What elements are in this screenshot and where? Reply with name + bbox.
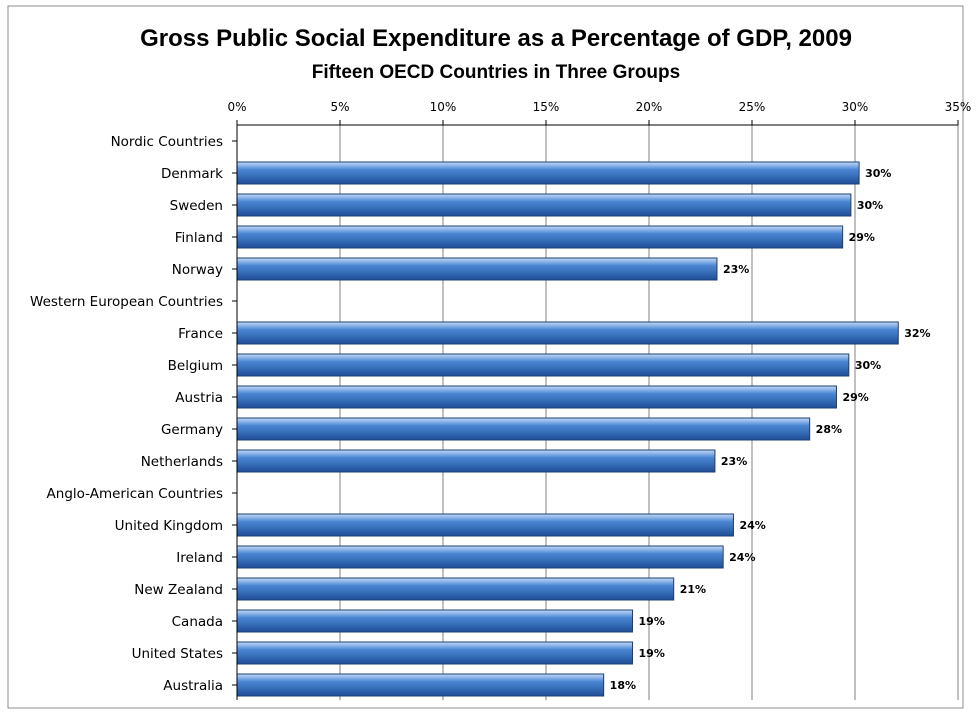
category-label: Nordic Countries bbox=[111, 134, 223, 150]
category-label: Western European Countries bbox=[30, 294, 223, 310]
x-tick-label: 15% bbox=[533, 100, 560, 114]
bar bbox=[236, 577, 675, 601]
category-label: Norway bbox=[172, 262, 223, 278]
data-label: 30% bbox=[855, 359, 881, 372]
data-label: 30% bbox=[865, 167, 891, 180]
category-label: Sweden bbox=[170, 198, 223, 214]
data-label: 24% bbox=[729, 551, 755, 564]
x-tick-label: 30% bbox=[842, 100, 869, 114]
bar bbox=[236, 449, 716, 473]
category-label: Canada bbox=[172, 614, 223, 630]
category-label: Belgium bbox=[168, 358, 223, 374]
x-tick-label: 5% bbox=[330, 100, 349, 114]
category-label: Germany bbox=[161, 422, 223, 438]
data-label: 30% bbox=[857, 199, 883, 212]
category-label: United Kingdom bbox=[115, 518, 223, 534]
data-label: 29% bbox=[842, 391, 868, 404]
category-labels: Nordic Countries Denmark Sweden Finland Norw… bbox=[30, 134, 223, 694]
category-label: New Zealand bbox=[134, 582, 223, 598]
data-label: 32% bbox=[904, 327, 930, 340]
bar bbox=[236, 321, 899, 345]
chart-border bbox=[7, 5, 964, 709]
category-label: Anglo-American Countries bbox=[47, 486, 223, 502]
x-tick-label: 10% bbox=[430, 100, 457, 114]
category-label: Ireland bbox=[176, 550, 223, 566]
category-label: France bbox=[178, 326, 223, 342]
data-label: 21% bbox=[680, 583, 706, 596]
chart-title: Gross Public Social Expenditure as a Per… bbox=[140, 25, 852, 52]
category-label: Finland bbox=[175, 230, 223, 246]
data-label: 19% bbox=[639, 647, 665, 660]
data-label: 29% bbox=[849, 231, 875, 244]
chart-subtitle: Fifteen OECD Countries in Three Groups bbox=[312, 62, 680, 83]
data-label: 19% bbox=[639, 615, 665, 628]
bar bbox=[236, 193, 852, 217]
x-tick-label: 25% bbox=[739, 100, 766, 114]
bar bbox=[236, 353, 850, 377]
bar bbox=[236, 225, 844, 249]
bar bbox=[236, 513, 734, 537]
x-tick-label: 35% bbox=[945, 100, 972, 114]
x-axis-ticks: 0% 5% 10% 15% 20% 25% 30% 35% bbox=[227, 100, 971, 114]
x-tick-label: 20% bbox=[636, 100, 663, 114]
data-labels: 30% 30% 29% 23% 32% 30% 29% 28% 23% 24% 24% 21% 19% 1… bbox=[610, 167, 931, 692]
bar bbox=[236, 417, 811, 441]
data-label: 23% bbox=[721, 455, 747, 468]
x-tick-label: 0% bbox=[227, 100, 246, 114]
bar bbox=[236, 385, 837, 409]
data-label: 23% bbox=[723, 263, 749, 276]
data-label: 28% bbox=[816, 423, 842, 436]
category-label: Denmark bbox=[161, 166, 223, 182]
bar bbox=[236, 545, 724, 569]
bar bbox=[236, 257, 718, 281]
gridlines bbox=[339, 125, 959, 700]
axes bbox=[232, 120, 959, 700]
bars bbox=[236, 161, 899, 697]
bar bbox=[236, 673, 605, 697]
data-label: 18% bbox=[610, 679, 636, 692]
bar bbox=[236, 161, 860, 185]
category-label: Australia bbox=[163, 678, 223, 694]
category-label: United States bbox=[132, 646, 223, 662]
bar bbox=[236, 609, 634, 633]
category-label: Austria bbox=[175, 390, 223, 406]
data-label: 24% bbox=[739, 519, 765, 532]
category-label: Netherlands bbox=[141, 454, 223, 470]
bar bbox=[236, 641, 634, 665]
